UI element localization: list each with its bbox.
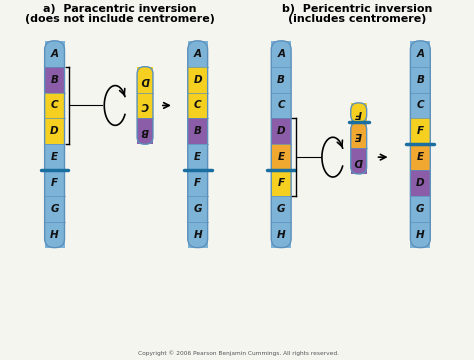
Bar	[45, 41, 64, 67]
Text: H: H	[277, 230, 285, 240]
Bar	[271, 144, 291, 170]
Text: E: E	[278, 152, 285, 162]
FancyBboxPatch shape	[271, 41, 291, 248]
Text: F: F	[194, 178, 201, 188]
Text: E: E	[194, 152, 201, 162]
Bar	[351, 148, 367, 174]
Bar	[410, 41, 430, 67]
Bar	[351, 103, 367, 122]
Text: B: B	[141, 126, 149, 136]
Text: A: A	[277, 49, 285, 59]
Text: C: C	[277, 100, 285, 111]
Bar	[410, 93, 430, 118]
Text: E: E	[417, 152, 424, 162]
Text: a)  Paracentric inversion: a) Paracentric inversion	[44, 4, 197, 14]
Bar	[271, 93, 291, 118]
Text: H: H	[416, 230, 425, 240]
Text: F: F	[355, 108, 362, 118]
Text: D: D	[355, 156, 363, 166]
Bar	[188, 118, 208, 144]
Bar	[45, 222, 64, 248]
FancyBboxPatch shape	[351, 103, 367, 122]
Text: C: C	[51, 100, 58, 111]
Text: D: D	[416, 178, 425, 188]
FancyBboxPatch shape	[137, 67, 153, 144]
Bar	[137, 67, 153, 93]
Bar	[45, 67, 64, 93]
FancyBboxPatch shape	[45, 41, 64, 248]
Text: Copyright © 2006 Pearson Benjamin Cummings. All rights reserved.: Copyright © 2006 Pearson Benjamin Cummin…	[138, 350, 339, 356]
Bar	[137, 118, 153, 144]
Text: A: A	[194, 49, 202, 59]
Bar	[137, 93, 153, 118]
Text: G: G	[193, 204, 202, 214]
Text: G: G	[50, 204, 59, 214]
Text: A: A	[51, 49, 59, 59]
Bar	[45, 196, 64, 222]
Bar	[188, 93, 208, 118]
Bar	[410, 118, 430, 144]
Bar	[45, 144, 64, 170]
FancyBboxPatch shape	[351, 122, 367, 174]
Bar	[45, 93, 64, 118]
Bar	[271, 41, 291, 67]
Bar	[271, 118, 291, 144]
Bar	[351, 122, 367, 148]
Bar	[188, 222, 208, 248]
Text: E: E	[355, 130, 362, 140]
Bar	[188, 144, 208, 170]
Text: D: D	[277, 126, 285, 136]
Text: F: F	[51, 178, 58, 188]
Text: E: E	[51, 152, 58, 162]
Text: D: D	[50, 126, 59, 136]
Text: H: H	[50, 230, 59, 240]
Text: D: D	[141, 75, 149, 85]
Bar	[271, 67, 291, 93]
Bar	[410, 222, 430, 248]
Text: (includes centromere): (includes centromere)	[288, 14, 426, 24]
Bar	[188, 170, 208, 196]
Bar	[271, 222, 291, 248]
Text: b)  Pericentric inversion: b) Pericentric inversion	[282, 4, 432, 14]
Bar	[410, 170, 430, 196]
Bar	[45, 118, 64, 144]
Bar	[410, 67, 430, 93]
Bar	[271, 170, 291, 196]
Bar	[271, 196, 291, 222]
Text: (does not include centromere): (does not include centromere)	[25, 14, 215, 24]
Text: B: B	[416, 75, 424, 85]
Text: B: B	[277, 75, 285, 85]
Text: G: G	[277, 204, 285, 214]
Text: F: F	[417, 126, 424, 136]
Text: G: G	[416, 204, 425, 214]
Text: C: C	[194, 100, 201, 111]
Text: F: F	[278, 178, 285, 188]
Text: B: B	[51, 75, 58, 85]
Text: D: D	[193, 75, 202, 85]
Bar	[410, 144, 430, 170]
Bar	[45, 170, 64, 196]
Text: C: C	[417, 100, 424, 111]
Text: C: C	[141, 100, 149, 111]
Bar	[188, 196, 208, 222]
Bar	[188, 67, 208, 93]
Text: B: B	[194, 126, 201, 136]
Bar	[410, 196, 430, 222]
Text: A: A	[416, 49, 424, 59]
FancyBboxPatch shape	[410, 41, 430, 248]
FancyBboxPatch shape	[188, 41, 208, 248]
Text: H: H	[193, 230, 202, 240]
Bar	[188, 41, 208, 67]
